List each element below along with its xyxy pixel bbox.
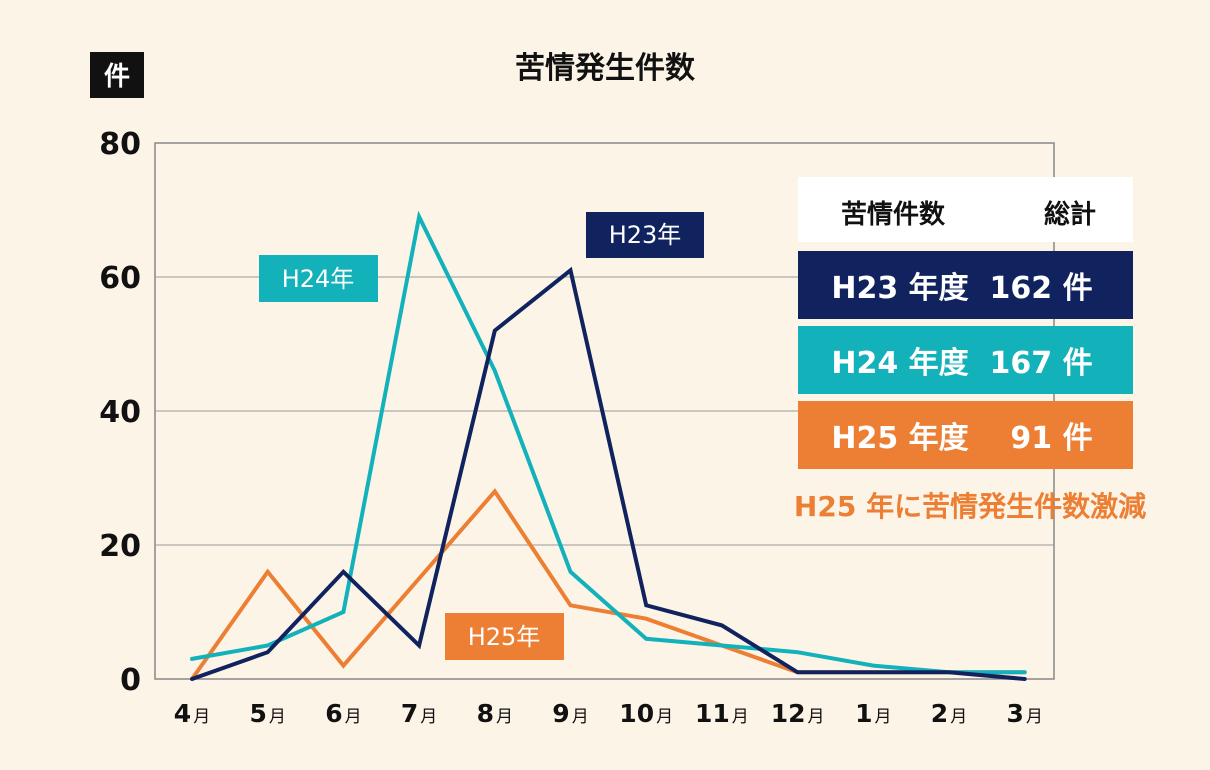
y-axis-ticks: 0 20 40 60 80 [99,127,141,698]
series-line-h24 [190,210,1027,675]
y-tick-label: 40 [99,395,141,430]
series-label-h25-bg [445,613,564,660]
summary-row-h23-bg [798,251,1133,319]
y-tick-label: 80 [99,127,141,162]
x-axis-ticks: 4 月 5 月 6 月 7 月 8 月 9 月 10 月 11 月 12 月 1 月 2 月 3 月 [174,699,1043,728]
x-tick-unit: 月 [732,707,749,727]
y-unit-badge [90,52,144,98]
x-tick-number: 12 [771,699,806,728]
x-tick-unit: 月 [269,707,286,727]
summary-header-bg [798,177,1133,242]
series-label-h23-text: H23年 [609,221,682,249]
chart-title: 苦情発生件数 [515,51,696,86]
x-tick-unit: 月 [656,707,673,727]
summary-row-h24: H24 年度 167 件 [831,346,1092,381]
series-label-h24-bg [259,255,378,302]
x-tick-label: 11 月 [695,699,749,728]
x-tick-unit: 月 [807,707,824,727]
annotation-note: H25 年に苦情発生件数激減 [794,490,1146,523]
x-tick-number: 8 [477,699,494,728]
summary-row-h25: H25 年度 91 件 [831,421,1092,456]
x-tick-unit: 月 [420,707,437,727]
series-label-h23: H23年 [586,212,704,258]
x-tick-unit: 月 [345,707,362,727]
summary-header-right: 総計 [1044,199,1096,230]
x-tick-label: 12 月 [771,699,825,728]
x-tick-number: 4 [174,699,191,728]
x-tick-label: 10 月 [619,699,673,728]
x-tick-number: 10 [619,699,654,728]
x-tick-unit: 月 [572,707,589,727]
x-tick-number: 5 [249,699,266,728]
y-tick-label: 0 [120,663,141,698]
x-tick-unit: 月 [193,707,210,727]
series-lines [190,210,1027,681]
x-tick-number: 2 [931,699,948,728]
x-tick-number: 9 [552,699,569,728]
y-tick-label: 60 [99,261,141,296]
x-tick-unit: 月 [875,707,892,727]
y-tick-label: 20 [99,529,141,564]
x-tick-unit: 月 [496,707,513,727]
series-label-h24: H24年 [259,255,378,302]
summary-header-left: 苦情件数 [841,200,946,230]
series-label-h25: H25年 [445,613,564,660]
x-tick-unit: 月 [1026,707,1043,727]
x-tick-number: 11 [695,699,730,728]
summary-row-h25-bg [798,401,1133,469]
x-tick-number: 3 [1006,699,1023,728]
x-tick-number: 1 [855,699,872,728]
series-label-h23-bg [586,212,704,258]
x-tick-number: 7 [401,699,418,728]
series-label-h24-text: H24年 [282,265,355,293]
summary-row-h24-bg [798,326,1133,394]
series-line-h23 [190,266,1027,681]
y-unit-label: 件 [104,62,130,92]
summary-row-h23: H23 年度 162 件 [831,271,1092,306]
summary-table: 苦情件数 総計 H23 年度 162 件 H24 年度 167 件 H25 年度… [798,177,1133,469]
x-tick-number: 6 [325,699,342,728]
series-label-h25-text: H25年 [468,623,541,651]
x-tick-unit: 月 [950,707,967,727]
